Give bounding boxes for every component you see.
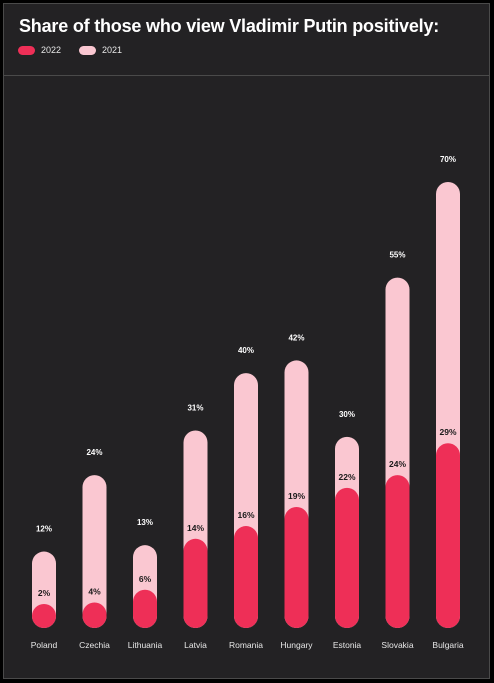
category-label-estonia: Estonia — [333, 640, 362, 650]
value-label-2022-estonia: 22% — [338, 472, 355, 482]
value-label-2021-bulgaria: 70% — [440, 155, 456, 164]
chart-title: Share of those who view Vladimir Putin p… — [19, 16, 440, 36]
category-label-bulgaria: Bulgaria — [432, 640, 463, 650]
value-label-2021-hungary: 42% — [288, 333, 304, 342]
value-label-2021-lithuania: 13% — [137, 518, 153, 527]
value-label-2021-slovakia: 55% — [389, 251, 405, 260]
chart-header: Share of those who view Vladimir Putin p… — [4, 4, 489, 76]
bar-2022-bulgaria — [436, 443, 460, 628]
value-label-2022-slovakia: 24% — [389, 459, 406, 469]
legend-swatch-2022 — [18, 45, 35, 55]
category-label-poland: Poland — [31, 640, 58, 650]
value-label-2022-romania: 16% — [237, 510, 254, 520]
category-label-romania: Romania — [229, 640, 263, 650]
value-label-2021-poland: 12% — [36, 525, 52, 534]
value-label-2021-czechia: 24% — [86, 448, 102, 457]
bar-2022-estonia — [335, 487, 359, 628]
value-label-2022-czechia: 4% — [88, 587, 101, 597]
category-label-lithuania: Lithuania — [128, 640, 163, 650]
value-label-2021-latvia: 31% — [187, 403, 203, 412]
bar-2022-lithuania — [133, 589, 157, 628]
category-label-latvia: Latvia — [184, 640, 207, 650]
value-label-2022-hungary: 19% — [288, 491, 305, 501]
value-label-2022-poland: 2% — [38, 588, 51, 598]
legend: 2022 2021 — [18, 45, 140, 55]
bar-2022-romania — [234, 526, 258, 628]
bar-2022-hungary — [284, 506, 309, 628]
value-label-2022-bulgaria: 29% — [439, 427, 456, 437]
bar-2022-slovakia — [385, 475, 410, 628]
legend-item-2022: 2022 — [18, 45, 61, 55]
legend-swatch-2021 — [79, 45, 97, 55]
value-label-2022-latvia: 14% — [187, 523, 204, 533]
value-label-2021-estonia: 30% — [339, 410, 355, 419]
legend-label-2021: 2021 — [102, 45, 123, 55]
legend-label-2022: 2022 — [41, 45, 62, 55]
value-label-2022-lithuania: 6% — [139, 574, 152, 584]
category-label-slovakia: Slovakia — [381, 640, 413, 650]
category-label-hungary: Hungary — [280, 640, 313, 650]
bar-2022-poland — [32, 604, 56, 628]
bar-2022-czechia — [82, 602, 107, 628]
bar-2022-latvia — [183, 538, 208, 628]
value-label-2021-romania: 40% — [238, 346, 254, 355]
category-label-czechia: Czechia — [79, 640, 110, 650]
bar-2021-czechia — [82, 475, 107, 628]
legend-item-2021: 2021 — [79, 45, 122, 55]
